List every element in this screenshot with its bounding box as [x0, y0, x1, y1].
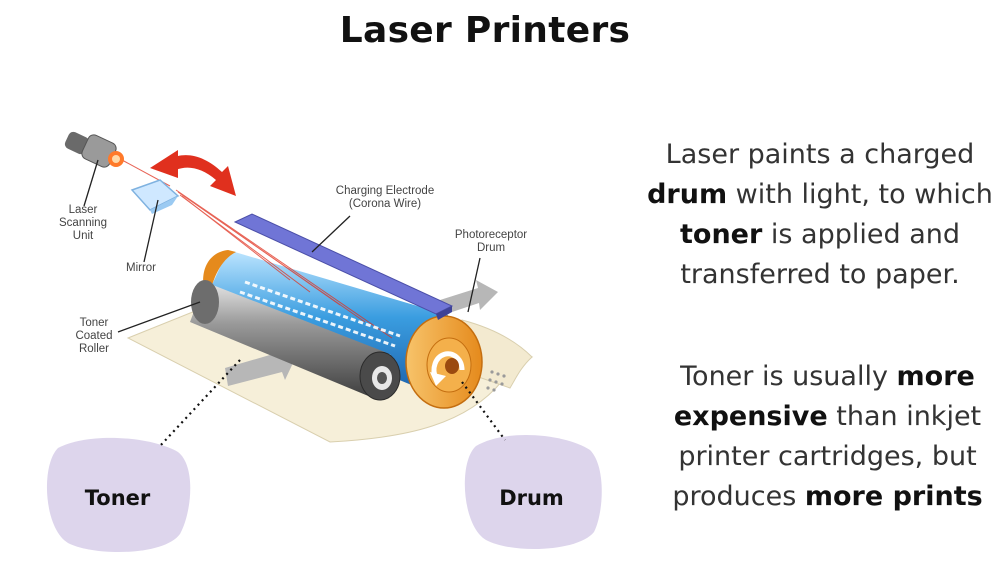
- laser-description: Laser paints a charged drum with light, …: [647, 139, 993, 290]
- label-leader-lines: [83, 159, 481, 333]
- drum-emphasis: drum: [647, 179, 728, 210]
- mirror-label: Mirror: [125, 262, 157, 274]
- laser-beams: [121, 159, 393, 339]
- mirror: [130, 179, 180, 214]
- toner-roller: [190, 280, 401, 401]
- more-expensive-emphasis: more expensive: [673, 361, 975, 432]
- laser-scanning-unit: [64, 131, 124, 168]
- photoreceptor-drum-label: Photoreceptor Drum: [454, 229, 528, 254]
- toner-callout-label: Toner: [84, 486, 151, 510]
- drum-blob: [464, 434, 602, 550]
- more-prints-emphasis: more prints: [804, 481, 983, 512]
- callout-blobs: [46, 434, 602, 553]
- charging-electrode-label: Charging Electrode (Corona Wire): [335, 185, 435, 210]
- toner-emphasis: toner: [679, 219, 763, 250]
- page-title: Laser Printers: [339, 10, 631, 51]
- toner-roller-label: Toner Coated Roller: [75, 317, 113, 355]
- printed-dots: [486, 370, 506, 392]
- toner-blob: [46, 437, 191, 553]
- dotted-connectors: [159, 359, 506, 447]
- corona-wire: [233, 213, 454, 320]
- laser-scanning-unit-label: Laser Scanning Unit: [59, 204, 107, 242]
- drum-callout-label: Drum: [499, 486, 564, 510]
- toner-cost-description: Toner is usually more expensive than ink…: [672, 361, 983, 512]
- red-rotation-arrow: [150, 150, 236, 196]
